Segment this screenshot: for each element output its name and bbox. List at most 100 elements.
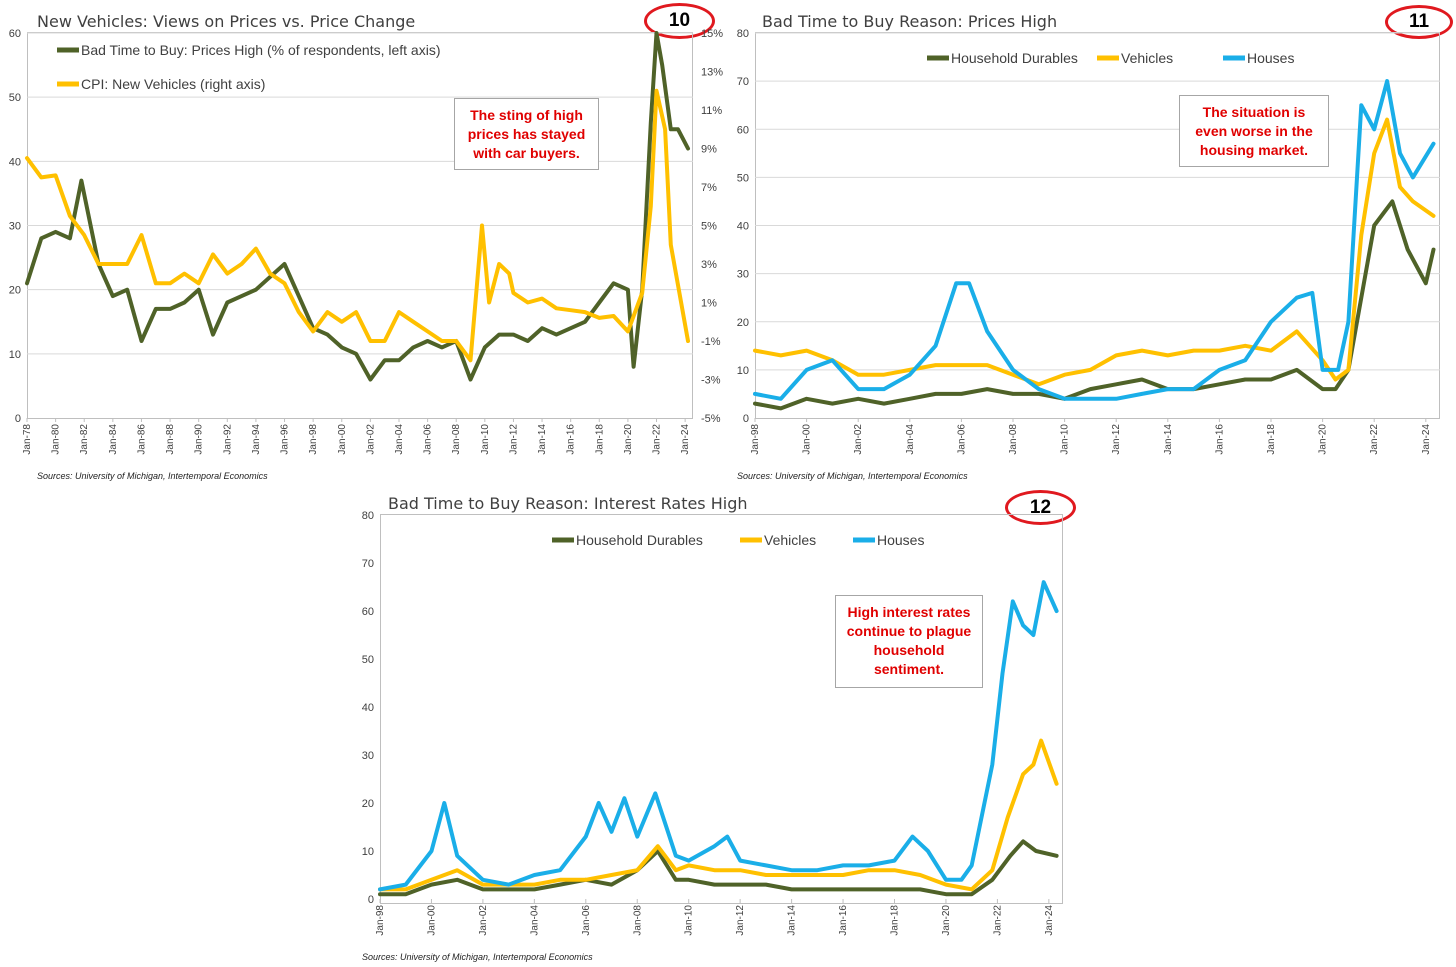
x-tick-label: Jan-98 [375, 905, 386, 936]
chart-annotation: The sting of high prices has stayed with… [454, 98, 599, 170]
x-tick-label: Jan-24 [1421, 424, 1432, 455]
y2-tick-label: 1% [701, 298, 717, 310]
legend-label: Household Durables [951, 50, 1078, 66]
x-tick-label: Jan-14 [1163, 424, 1174, 455]
chart-source: Sources: University of Michigan, Interte… [37, 471, 268, 481]
x-tick-label: Jan-86 [136, 424, 147, 455]
y2-tick-label: -3% [701, 375, 721, 387]
legend-label: Vehicles [1121, 50, 1173, 66]
x-tick-label: Jan-20 [1318, 424, 1329, 455]
y-tick-label: 0 [368, 894, 374, 906]
x-tick-label: Jan-02 [478, 905, 489, 936]
y-tick-label: 80 [737, 28, 749, 40]
y2-tick-label: 9% [701, 144, 717, 156]
series-line-cpi-new-vehicles-right-axis [25, 88, 690, 363]
chart-annotation: High interest rates continue to plague h… [835, 595, 983, 688]
y-tick-label: 40 [737, 221, 749, 233]
series-line-vehicles [753, 117, 1436, 387]
y2-tick-label: -1% [701, 336, 721, 348]
chart-title: Bad Time to Buy Reason: Interest Rates H… [388, 494, 748, 513]
x-tick-label: Jan-18 [890, 905, 901, 936]
legend-label: Houses [1247, 50, 1294, 66]
series-line-vehicles [378, 738, 1059, 892]
y2-tick-label: 7% [701, 182, 717, 194]
legend-label: Vehicles [764, 532, 816, 548]
x-tick-label: Jan-16 [838, 905, 849, 936]
legend-label: Houses [877, 532, 924, 548]
plot-area [380, 514, 1063, 904]
y-tick-label: 70 [737, 76, 749, 88]
x-tick-label: Jan-88 [165, 424, 176, 455]
x-tick-label: Jan-98 [308, 424, 319, 455]
series-line-household-durables [378, 839, 1059, 897]
y-tick-label: 40 [9, 156, 21, 168]
y-tick-label: 20 [9, 285, 21, 297]
series-line-bad-time-to-buy-prices-high-of-respondents-left-axis [25, 31, 690, 382]
chart-number-badge: 12 [1005, 490, 1076, 525]
y-tick-label: 30 [737, 269, 749, 281]
x-tick-label: Jan-84 [108, 424, 119, 455]
y-tick-label: 50 [9, 92, 21, 104]
x-tick-label: Jan-12 [735, 905, 746, 936]
x-tick-label: Jan-10 [480, 424, 491, 455]
y2-tick-label: 5% [701, 221, 717, 233]
chart-svg: 0 10 20 30 40 50 60 70 80 Jan-98 Jan-00 Jan-02 Jan-0… [737, 28, 1440, 455]
x-tick-label: Jan-22 [1369, 424, 1380, 455]
x-tick-label: Jan-80 [51, 424, 62, 455]
x-tick-label: Jan-90 [194, 424, 205, 455]
y-tick-label: 60 [737, 124, 749, 136]
x-tick-label: Jan-00 [337, 424, 348, 455]
x-tick-label: Jan-02 [365, 424, 376, 455]
x-tick-label: Jan-16 [566, 424, 577, 455]
x-tick-label: Jan-08 [451, 424, 462, 455]
x-tick-label: Jan-22 [992, 905, 1003, 936]
x-tick-label: Jan-06 [581, 905, 592, 936]
y-tick-label: 30 [362, 750, 374, 762]
x-tick-label: Jan-14 [787, 905, 798, 936]
x-tick-label: Jan-24 [1044, 905, 1055, 936]
chart-source: Sources: University of Michigan, Interte… [362, 952, 593, 962]
y-tick-label: 40 [362, 702, 374, 714]
y-tick-label: 0 [743, 413, 749, 425]
chart-annotation: The situation is even worse in the housi… [1179, 95, 1329, 167]
x-tick-label: Jan-06 [423, 424, 434, 455]
chart-svg: 0 10 20 30 40 50 60 -5% -3% -1% 1% 3% 5% 7% 9% 11% 13% 15… [9, 28, 723, 455]
legend-label: Household Durables [576, 532, 703, 548]
y-tick-label: 60 [362, 606, 374, 618]
x-tick-label: Jan-02 [853, 424, 864, 455]
chart-source: Sources: University of Michigan, Interte… [737, 471, 968, 481]
y-tick-label: 60 [9, 28, 21, 40]
x-tick-label: Jan-78 [22, 424, 33, 455]
x-tick-label: Jan-12 [1111, 424, 1122, 455]
x-tick-label: Jan-00 [802, 424, 813, 455]
y-tick-label: 20 [737, 317, 749, 329]
y-tick-label: 50 [362, 654, 374, 666]
series-line-household-durables [753, 199, 1436, 411]
y2-tick-label: 3% [701, 259, 717, 271]
y-tick-label: 10 [9, 349, 21, 361]
x-tick-label: Jan-22 [652, 424, 663, 455]
x-tick-label: Jan-96 [280, 424, 291, 455]
x-tick-label: Jan-18 [594, 424, 605, 455]
y-tick-label: 10 [737, 365, 749, 377]
x-tick-label: Jan-04 [905, 424, 916, 455]
x-tick-label: Jan-08 [1008, 424, 1019, 455]
x-tick-label: Jan-92 [222, 424, 233, 455]
x-tick-label: Jan-16 [1214, 424, 1225, 455]
chart-title: New Vehicles: Views on Prices vs. Price … [37, 12, 416, 31]
x-tick-label: Jan-00 [426, 905, 437, 936]
x-tick-label: Jan-20 [623, 424, 634, 455]
x-tick-label: Jan-82 [79, 424, 90, 455]
x-tick-label: Jan-94 [251, 424, 262, 455]
x-tick-label: Jan-10 [1060, 424, 1071, 455]
x-tick-label: Jan-04 [529, 905, 540, 936]
x-tick-label: Jan-24 [680, 424, 691, 455]
y-tick-label: 10 [362, 846, 374, 858]
y-tick-label: 20 [362, 798, 374, 810]
x-tick-label: Jan-10 [684, 905, 695, 936]
y-tick-label: 30 [9, 221, 21, 233]
x-tick-label: Jan-08 [632, 905, 643, 936]
legend-label: Bad Time to Buy: Prices High (% of respo… [81, 42, 441, 58]
x-tick-label: Jan-06 [956, 424, 967, 455]
y-tick-label: 70 [362, 558, 374, 570]
